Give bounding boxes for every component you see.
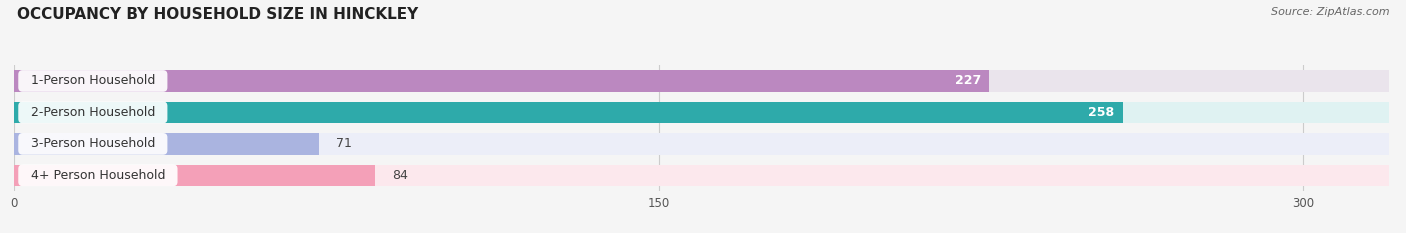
- Text: 2-Person Household: 2-Person Household: [22, 106, 163, 119]
- Text: 3-Person Household: 3-Person Household: [22, 137, 163, 150]
- Bar: [14, 70, 1389, 92]
- Bar: [14, 102, 1123, 123]
- Bar: [14, 133, 1389, 154]
- Text: 227: 227: [955, 75, 981, 87]
- Text: 84: 84: [392, 169, 408, 182]
- Bar: [14, 165, 375, 186]
- Text: 258: 258: [1088, 106, 1114, 119]
- Text: 71: 71: [336, 137, 353, 150]
- Text: 1-Person Household: 1-Person Household: [22, 75, 163, 87]
- Text: 4+ Person Household: 4+ Person Household: [22, 169, 173, 182]
- Text: OCCUPANCY BY HOUSEHOLD SIZE IN HINCKLEY: OCCUPANCY BY HOUSEHOLD SIZE IN HINCKLEY: [17, 7, 418, 22]
- Bar: [14, 165, 1389, 186]
- Bar: [14, 70, 990, 92]
- Text: Source: ZipAtlas.com: Source: ZipAtlas.com: [1271, 7, 1389, 17]
- Bar: [14, 133, 319, 154]
- Bar: [14, 102, 1389, 123]
